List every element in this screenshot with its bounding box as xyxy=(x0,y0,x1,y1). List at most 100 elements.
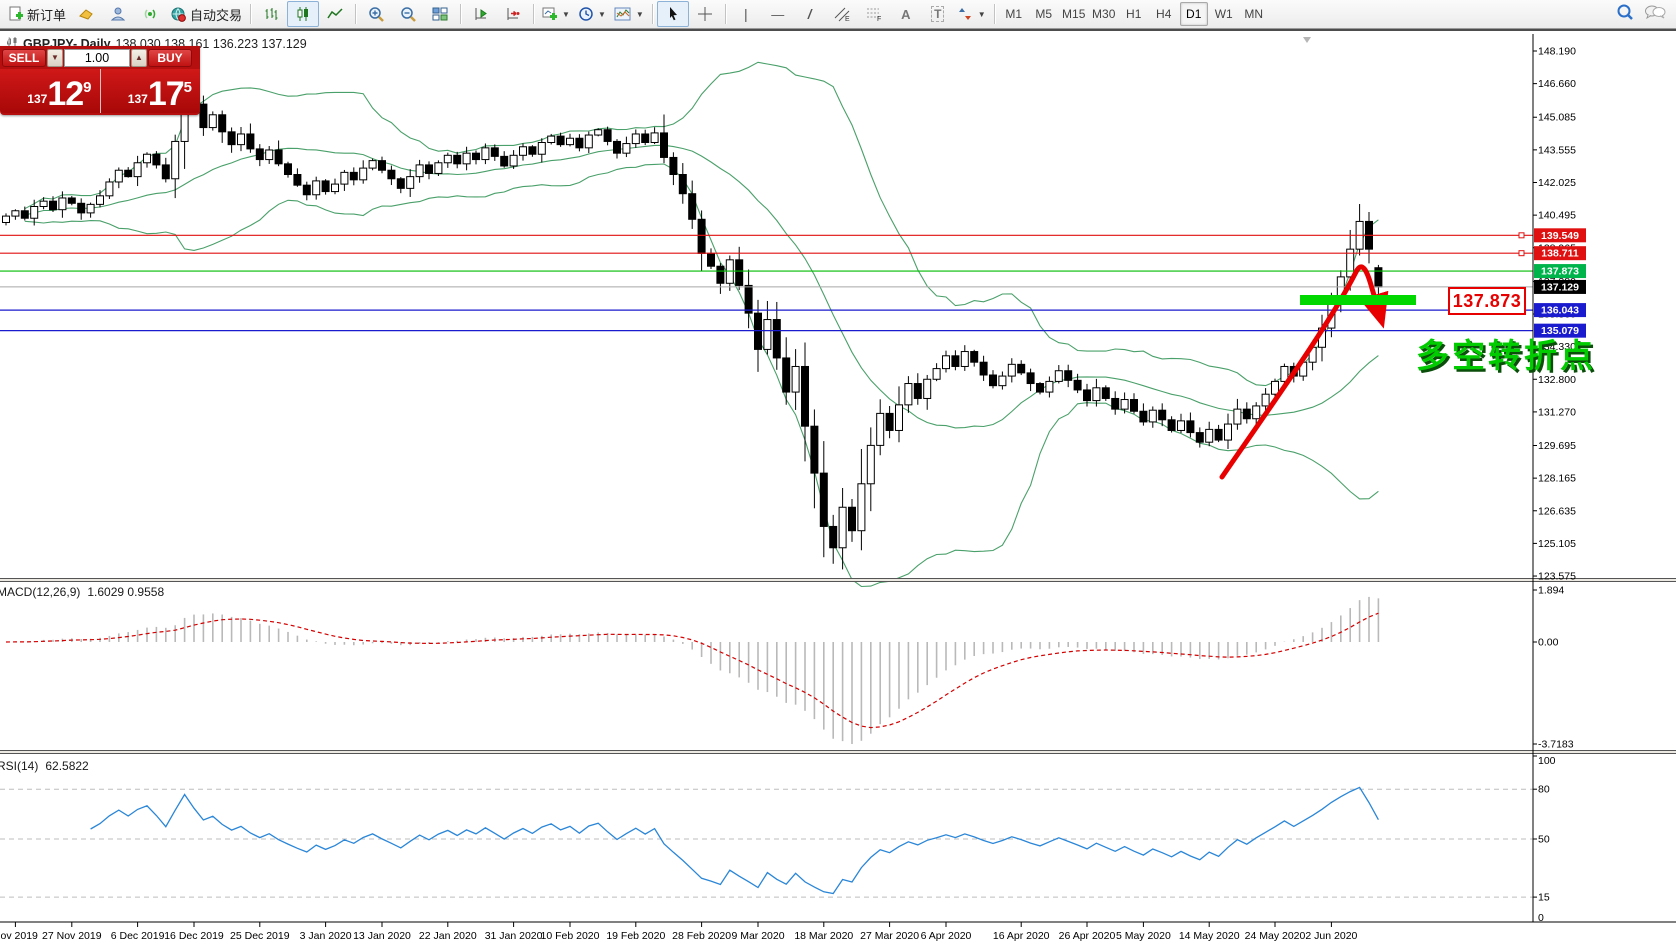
panel-splitter[interactable] xyxy=(0,750,1676,754)
date-label: 27 Mar 2020 xyxy=(860,930,919,942)
buy-button[interactable]: BUY xyxy=(148,48,192,67)
toolbar-separator xyxy=(460,4,462,24)
timeframe-M5[interactable]: M5 xyxy=(1035,7,1053,21)
svg-text:135.079: 135.079 xyxy=(1541,325,1579,337)
timeframe-D1[interactable]: D1 xyxy=(1179,2,1208,26)
new-order-button[interactable]: 新订单 xyxy=(4,1,70,27)
chart-window[interactable]: 1.894 0.00 -3.7183 100 80 50 15 0 148.190 146.660… xyxy=(0,29,1676,946)
candlestick-icon xyxy=(295,6,311,22)
chat-icon[interactable] xyxy=(1644,3,1666,26)
volume-increase-button[interactable]: ▲ xyxy=(131,48,147,67)
macd-scale-zero: 0.00 xyxy=(1538,637,1559,649)
timeframe-W1[interactable]: W1 xyxy=(1214,7,1233,21)
zoom-out-button[interactable] xyxy=(392,1,424,27)
templates-button[interactable]: ▼ xyxy=(610,1,648,27)
svg-text:137.873: 137.873 xyxy=(1541,266,1579,278)
turning-point-text[interactable]: 多空转折点 xyxy=(1416,337,1596,374)
timeframe-M30[interactable]: M30 xyxy=(1092,7,1116,21)
price-tick: 148.190 xyxy=(1538,46,1576,58)
crosshair-button[interactable] xyxy=(689,1,721,27)
journal-icon xyxy=(78,6,94,22)
cursor-button[interactable] xyxy=(656,1,689,27)
accounts-button[interactable] xyxy=(102,1,134,27)
timeframe-H4[interactable]: H4 xyxy=(1156,7,1172,21)
cursor-icon xyxy=(666,6,680,22)
buy-price-tile[interactable]: 137 17 5 xyxy=(100,69,200,113)
autotrade-button[interactable]: 自动交易 xyxy=(166,1,246,27)
rsi-line xyxy=(90,786,1379,895)
sell-button[interactable]: SELL xyxy=(2,48,46,67)
price-tick: 131.270 xyxy=(1538,406,1576,418)
price-tick: 128.165 xyxy=(1538,473,1576,485)
label-tool-icon: T xyxy=(931,6,945,22)
fibonacci-tool[interactable]: F xyxy=(858,1,890,27)
line-price-label xyxy=(1534,264,1586,279)
candlesticks xyxy=(2,56,1383,570)
timeframe-H1[interactable]: H1 xyxy=(1126,7,1142,21)
price-tick: 129.695 xyxy=(1538,440,1576,452)
volume-input[interactable] xyxy=(64,48,130,67)
arrows-tool[interactable]: ▼ xyxy=(954,1,990,27)
timeframe-MN[interactable]: MN xyxy=(1244,7,1264,21)
label-tool[interactable]: T xyxy=(922,1,954,27)
timeframe-M15[interactable]: M15 xyxy=(1062,7,1086,21)
date-label: 13 Jan 2020 xyxy=(353,930,411,942)
rsi-scale-tick: 80 xyxy=(1538,784,1550,796)
toolbar-separator xyxy=(724,4,726,24)
signal-icon xyxy=(142,6,158,22)
candlestick-button[interactable] xyxy=(287,1,320,27)
line-handle[interactable] xyxy=(1518,250,1525,257)
sell-price-tile[interactable]: 137 12 9 xyxy=(0,69,101,113)
text-tool[interactable]: A xyxy=(890,1,922,27)
bid-point: 9 xyxy=(83,79,92,96)
svg-text:137.129: 137.129 xyxy=(1541,281,1579,293)
price-callout-box[interactable]: 137.873 xyxy=(1448,287,1526,315)
line-chart-icon xyxy=(327,6,343,22)
line-handle[interactable] xyxy=(1518,232,1525,239)
new-order-icon xyxy=(8,6,24,22)
current-price-label xyxy=(1534,279,1586,294)
ask-prefix: 137 xyxy=(127,92,148,106)
date-label: 31 Jan 2020 xyxy=(485,930,543,942)
horizontal-line-tool[interactable]: — xyxy=(762,1,794,27)
chart-canvas[interactable]: 1.894 0.00 -3.7183 100 80 50 15 0 148.190 146.660… xyxy=(0,31,1676,946)
text-tool-icon: A xyxy=(901,6,911,22)
rsi-value: 62.5822 xyxy=(45,759,89,773)
macd-label: MACD(12,26,9) 1.6029 0.9558 xyxy=(0,585,164,599)
search-icon[interactable] xyxy=(1616,3,1634,26)
price-tick: 132.800 xyxy=(1538,374,1576,386)
periods-button[interactable]: ▼ xyxy=(574,1,610,27)
line-chart-button[interactable] xyxy=(319,1,351,27)
new-chart-button[interactable]: ▼ xyxy=(538,1,574,27)
trendline-tool[interactable]: / xyxy=(794,1,826,27)
vertical-line-tool[interactable]: | xyxy=(730,1,762,27)
toolbar-separator xyxy=(993,4,995,24)
macd-values: 1.6029 0.9558 xyxy=(87,585,165,599)
channel-tool[interactable]: E xyxy=(826,1,858,27)
svg-text:136.043: 136.043 xyxy=(1541,305,1579,317)
panel-splitter[interactable] xyxy=(0,578,1676,582)
bar-chart-button[interactable] xyxy=(255,1,287,27)
panel-collapse-arrow[interactable]: ▼ xyxy=(3,35,11,44)
zoom-in-button[interactable] xyxy=(360,1,392,27)
chart-shift-marker[interactable] xyxy=(1303,37,1311,43)
tile-windows-button[interactable] xyxy=(424,1,456,27)
chart-shift-button[interactable] xyxy=(497,1,529,27)
dropdown-caret: ▼ xyxy=(977,9,986,19)
line-price-label xyxy=(1534,303,1586,318)
journal-button[interactable] xyxy=(70,1,102,27)
price-tick: 126.635 xyxy=(1538,505,1576,517)
support-zone-bar[interactable] xyxy=(1300,295,1416,305)
ask-pips: 17 xyxy=(147,75,185,113)
macd-scale-max: 1.894 xyxy=(1538,585,1564,597)
fibonacci-icon: F xyxy=(865,6,883,22)
timeframe-M1[interactable]: M1 xyxy=(1005,7,1023,21)
auto-scroll-button[interactable] xyxy=(465,1,497,27)
line-price-label xyxy=(1534,246,1586,261)
volume-decrease-button[interactable]: ▼ xyxy=(47,48,63,67)
signals-button[interactable] xyxy=(134,1,166,27)
new-order-label: 新订单 xyxy=(27,7,67,23)
trade-panel-controls: SELL ▼ ▲ BUY xyxy=(0,48,200,67)
macd-signal-line xyxy=(5,612,1379,729)
